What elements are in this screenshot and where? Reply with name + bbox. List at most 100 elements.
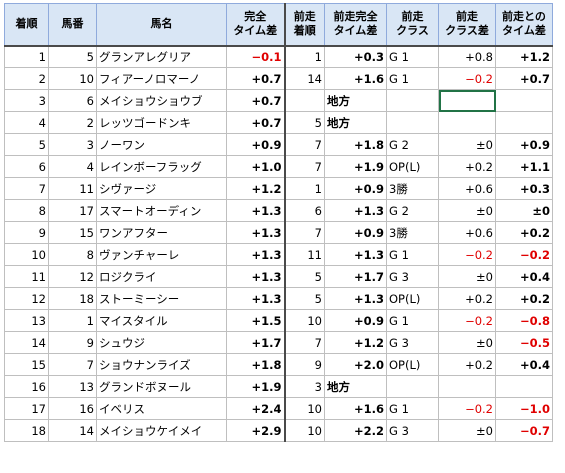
cell-prev-class[interactable]: OP(L) [386,155,439,178]
cell-prev-rank[interactable]: 3 [284,375,325,398]
cell-prev-rank[interactable]: 7 [284,133,325,156]
cell-num[interactable]: 7 [48,353,97,376]
cell-class-diff[interactable]: ±0 [438,199,496,222]
cell-time-diff[interactable]: +0.2 [495,221,553,244]
cell-name[interactable]: ノーワン [96,133,227,156]
cell-num[interactable]: 8 [48,243,97,266]
cell-prev-rank[interactable]: 14 [284,67,325,90]
cell-prev-diff[interactable]: +2.0 [324,353,387,376]
cell-prev-diff[interactable]: 地方 [324,89,387,112]
cell-prev-class[interactable]: 3勝 [386,221,439,244]
cell-name[interactable]: ショウナンライズ [96,353,227,376]
cell-class-diff[interactable]: +0.2 [438,287,496,310]
cell-rank[interactable]: 5 [4,133,49,156]
cell-diff[interactable]: −0.1 [226,45,286,68]
cell-name[interactable]: ワンアフター [96,221,227,244]
cell-prev-diff[interactable]: +1.7 [324,265,387,288]
cell-prev-class[interactable]: G 1 [386,397,439,420]
cell-prev-rank[interactable]: 1 [284,177,325,200]
cell-time-diff[interactable]: +0.4 [495,353,553,376]
cell-rank[interactable]: 14 [4,331,49,354]
cell-diff[interactable]: +2.9 [226,419,286,442]
cell-num[interactable]: 16 [48,397,97,420]
cell-diff[interactable]: +2.4 [226,397,286,420]
cell-num[interactable]: 10 [48,67,97,90]
cell-rank[interactable]: 10 [4,243,49,266]
cell-prev-rank[interactable]: 7 [284,155,325,178]
col-header-num[interactable]: 馬番 [48,3,97,47]
cell-diff[interactable]: +1.3 [226,265,286,288]
cell-class-diff[interactable] [438,375,496,398]
cell-num[interactable]: 4 [48,155,97,178]
cell-num[interactable]: 2 [48,111,97,134]
cell-diff[interactable]: +1.3 [226,221,286,244]
cell-class-diff[interactable]: +0.6 [438,177,496,200]
cell-time-diff[interactable]: +1.1 [495,155,553,178]
cell-name[interactable]: ストーミーシー [96,287,227,310]
cell-rank[interactable]: 11 [4,265,49,288]
cell-prev-diff[interactable]: +1.8 [324,133,387,156]
cell-class-diff[interactable]: −0.2 [438,309,496,332]
col-header-rank[interactable]: 着順 [4,3,49,47]
cell-name[interactable]: メイショウショウブ [96,89,227,112]
cell-num[interactable]: 3 [48,133,97,156]
cell-prev-class[interactable]: OP(L) [386,353,439,376]
cell-prev-rank[interactable]: 6 [284,199,325,222]
cell-class-diff[interactable]: ±0 [438,133,496,156]
cell-time-diff[interactable]: +0.7 [495,67,553,90]
cell-diff[interactable]: +0.7 [226,89,286,112]
cell-prev-diff[interactable]: 地方 [324,375,387,398]
cell-diff[interactable]: +1.8 [226,353,286,376]
cell-num[interactable]: 9 [48,331,97,354]
cell-prev-rank[interactable]: 5 [284,265,325,288]
cell-prev-rank[interactable] [284,89,325,112]
cell-class-diff[interactable]: ±0 [438,331,496,354]
cell-rank[interactable]: 17 [4,397,49,420]
cell-prev-rank[interactable]: 1 [284,45,325,68]
cell-num[interactable]: 1 [48,309,97,332]
cell-rank[interactable]: 4 [4,111,49,134]
cell-prev-class[interactable]: G 3 [386,265,439,288]
cell-time-diff[interactable]: +0.3 [495,177,553,200]
cell-rank[interactable]: 1 [4,45,49,68]
cell-diff[interactable]: +1.0 [226,155,286,178]
cell-time-diff[interactable]: −1.0 [495,397,553,420]
cell-prev-rank[interactable]: 9 [284,353,325,376]
cell-time-diff[interactable]: +1.2 [495,45,553,68]
cell-prev-class[interactable]: 3勝 [386,177,439,200]
col-header-time-diff[interactable]: 前走との タイム差 [495,3,553,47]
cell-prev-class[interactable]: G 1 [386,45,439,68]
cell-name[interactable]: シュウジ [96,331,227,354]
cell-prev-diff[interactable]: +0.9 [324,309,387,332]
cell-diff[interactable]: +1.3 [226,243,286,266]
cell-rank[interactable]: 13 [4,309,49,332]
cell-time-diff[interactable]: ±0 [495,199,553,222]
cell-rank[interactable]: 18 [4,419,49,442]
cell-class-diff[interactable]: +0.6 [438,221,496,244]
cell-class-diff[interactable]: −0.2 [438,243,496,266]
cell-name[interactable]: レインボーフラッグ [96,155,227,178]
cell-class-diff[interactable]: ±0 [438,419,496,442]
cell-time-diff[interactable]: −0.7 [495,419,553,442]
cell-prev-rank[interactable]: 7 [284,331,325,354]
cell-num[interactable]: 12 [48,265,97,288]
col-header-class-diff[interactable]: 前走 クラス差 [438,3,496,47]
cell-rank[interactable]: 16 [4,375,49,398]
cell-rank[interactable]: 6 [4,155,49,178]
cell-class-diff[interactable] [438,89,496,112]
cell-prev-rank[interactable]: 7 [284,221,325,244]
cell-rank[interactable]: 12 [4,287,49,310]
cell-num[interactable]: 6 [48,89,97,112]
cell-name[interactable]: ロジクライ [96,265,227,288]
cell-name[interactable]: レッツゴードンキ [96,111,227,134]
cell-num[interactable]: 13 [48,375,97,398]
cell-name[interactable]: フィアーノロマーノ [96,67,227,90]
cell-prev-diff[interactable]: +0.9 [324,177,387,200]
cell-num[interactable]: 18 [48,287,97,310]
col-header-prev-class[interactable]: 前走 クラス [386,3,439,47]
cell-rank[interactable]: 7 [4,177,49,200]
cell-class-diff[interactable]: +0.2 [438,155,496,178]
cell-diff[interactable]: +1.7 [226,331,286,354]
cell-prev-class[interactable]: G 3 [386,419,439,442]
cell-num[interactable]: 15 [48,221,97,244]
